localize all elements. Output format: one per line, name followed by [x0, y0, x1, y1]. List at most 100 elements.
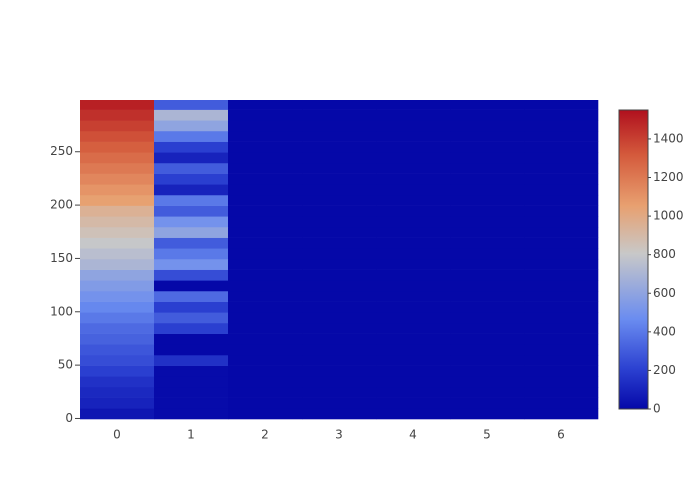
heatmap-cell: [376, 194, 451, 206]
heatmap-cell: [524, 376, 599, 388]
heatmap-cell: [154, 333, 229, 345]
y-tick-label: 100: [50, 304, 73, 318]
heatmap-cell: [80, 216, 155, 228]
heatmap-cell: [376, 173, 451, 185]
heatmap-cell: [80, 152, 155, 164]
colorbar-tick-label: 1200: [653, 170, 684, 184]
heatmap-cell: [80, 120, 155, 132]
heatmap-cell: [376, 312, 451, 324]
heatmap-cell: [450, 216, 525, 228]
heatmap-cell: [80, 269, 155, 281]
heatmap-cell: [450, 386, 525, 398]
heatmap-cell: [376, 333, 451, 345]
heatmap-cell: [524, 184, 599, 196]
heatmap-cell: [228, 301, 303, 313]
heatmap-cell: [450, 248, 525, 260]
heatmap-cell: [228, 237, 303, 249]
heatmap-cell: [80, 194, 155, 206]
heatmap-cell: [524, 280, 599, 292]
heatmap-cell: [524, 344, 599, 356]
heatmap-cell: [228, 344, 303, 356]
heatmap-cell: [376, 120, 451, 132]
heatmap-cell: [450, 344, 525, 356]
heatmap-cell: [228, 408, 303, 420]
heatmap-cell: [302, 322, 377, 334]
colorbar-tick-label: 800: [653, 247, 676, 261]
x-tick-label: 1: [187, 428, 195, 442]
heatmap-cell: [80, 258, 155, 270]
heatmap-cell: [302, 109, 377, 121]
heatmap-cell: [228, 322, 303, 334]
heatmap-cell: [302, 280, 377, 292]
heatmap-cell: [524, 173, 599, 185]
heatmap-cell: [302, 205, 377, 217]
heatmap-cell: [154, 130, 229, 142]
heatmap-cell: [524, 333, 599, 345]
heatmap-cell: [302, 130, 377, 142]
heatmap-cell: [450, 322, 525, 334]
heatmap-cell: [524, 205, 599, 217]
heatmap-cell: [450, 120, 525, 132]
heatmap-cell: [302, 226, 377, 238]
heatmap-cell: [302, 237, 377, 249]
heatmap-cell: [80, 162, 155, 174]
heatmap-cell: [302, 333, 377, 345]
heatmap-cell: [376, 100, 451, 110]
heatmap-cell: [154, 354, 229, 366]
heatmap-cell: [80, 408, 155, 420]
heatmap-cell: [154, 280, 229, 292]
heatmap-cell: [302, 269, 377, 281]
heatmap-cell: [302, 248, 377, 260]
heatmap-cell: [228, 258, 303, 270]
heatmap-cell: [302, 194, 377, 206]
y-tick-label: 150: [50, 251, 73, 265]
heatmap-cell: [376, 258, 451, 270]
heatmap-cell: [228, 365, 303, 377]
heatmap-cell: [524, 120, 599, 132]
heatmap-cell: [450, 226, 525, 238]
x-tick-label: 5: [483, 428, 491, 442]
heatmap-cell: [154, 269, 229, 281]
heatmap-cell: [80, 376, 155, 388]
heatmap-cell: [228, 216, 303, 228]
heatmap-cell: [524, 386, 599, 398]
heatmap-cell: [228, 269, 303, 281]
heatmap-cell: [154, 386, 229, 398]
y-tick-label: 0: [65, 411, 73, 425]
heatmap-cell: [450, 312, 525, 324]
heatmap-cell: [228, 397, 303, 409]
heatmap-cell: [228, 152, 303, 164]
heatmap-cell: [302, 100, 377, 110]
heatmap-cell: [228, 376, 303, 388]
heatmap-cell: [80, 280, 155, 292]
heatmap-cell: [228, 184, 303, 196]
heatmap-cell: [80, 333, 155, 345]
heatmap-cell: [450, 376, 525, 388]
heatmap-cell: [154, 237, 229, 249]
heatmap-cell: [80, 141, 155, 153]
colorbar-tick-label: 200: [653, 363, 676, 377]
heatmap-cell: [228, 290, 303, 302]
heatmap-cell: [376, 226, 451, 238]
heatmap-cell: [154, 312, 229, 324]
heatmap-cell: [302, 301, 377, 313]
colorbar-tick-label: 1000: [653, 209, 684, 223]
y-tick-label: 250: [50, 144, 73, 158]
heatmap-cell: [80, 397, 155, 409]
heatmap-cell: [228, 162, 303, 174]
heatmap-cell: [450, 280, 525, 292]
heatmap-cell: [450, 237, 525, 249]
heatmap-cell: [302, 173, 377, 185]
heatmap-cell: [80, 301, 155, 313]
heatmap-cell: [228, 248, 303, 260]
heatmap-cell: [524, 100, 599, 110]
heatmap-cell: [80, 248, 155, 260]
heatmap-cell: [80, 386, 155, 398]
heatmap-cell: [154, 194, 229, 206]
heatmap-cell: [154, 248, 229, 260]
x-tick-label: 3: [335, 428, 343, 442]
heatmap-cell: [228, 100, 303, 110]
heatmap-cell: [376, 290, 451, 302]
